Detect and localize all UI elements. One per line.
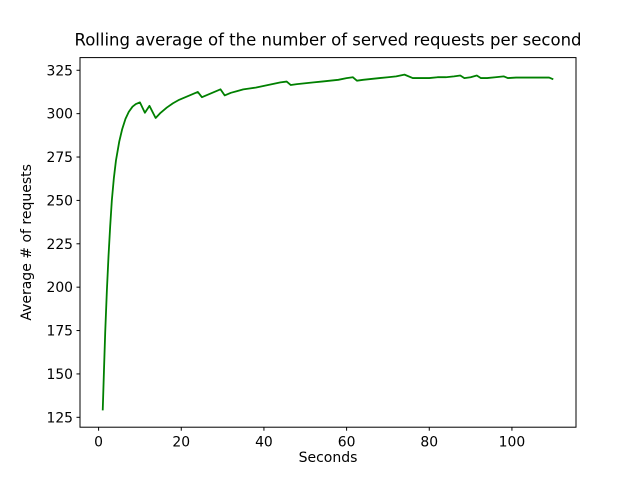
x-axis-label: Seconds xyxy=(299,450,358,466)
y-tick-label: 325 xyxy=(46,63,73,79)
x-tick-label: 100 xyxy=(499,435,526,451)
x-tick-label: 80 xyxy=(420,435,438,451)
line-layer xyxy=(101,73,554,411)
axes-box xyxy=(79,57,577,428)
x-tick-label: 0 xyxy=(94,435,103,451)
y-tick-label: 150 xyxy=(46,367,73,383)
x-tick-label: 20 xyxy=(172,435,190,451)
y-tick-label: 250 xyxy=(46,193,73,209)
y-tick-label: 225 xyxy=(46,237,73,253)
y-tick-label: 300 xyxy=(46,107,73,123)
x-tick-label: 60 xyxy=(338,435,356,451)
y-tick-label: 275 xyxy=(46,150,73,166)
x-tick-label: 40 xyxy=(255,435,273,451)
y-tick-label: 175 xyxy=(46,324,73,340)
y-tick-label: 125 xyxy=(46,410,73,426)
y-axis-label: Average # of requests xyxy=(19,164,35,321)
data-line-rolling-average-of-served-requests xyxy=(101,73,554,411)
ticks-layer: 0 20 40 60 80 100 125 150 175 200 225 250 275 300 325 xyxy=(46,63,525,450)
y-tick-label: 200 xyxy=(46,280,73,296)
chart-title: Rolling average of the number of served … xyxy=(74,31,581,50)
